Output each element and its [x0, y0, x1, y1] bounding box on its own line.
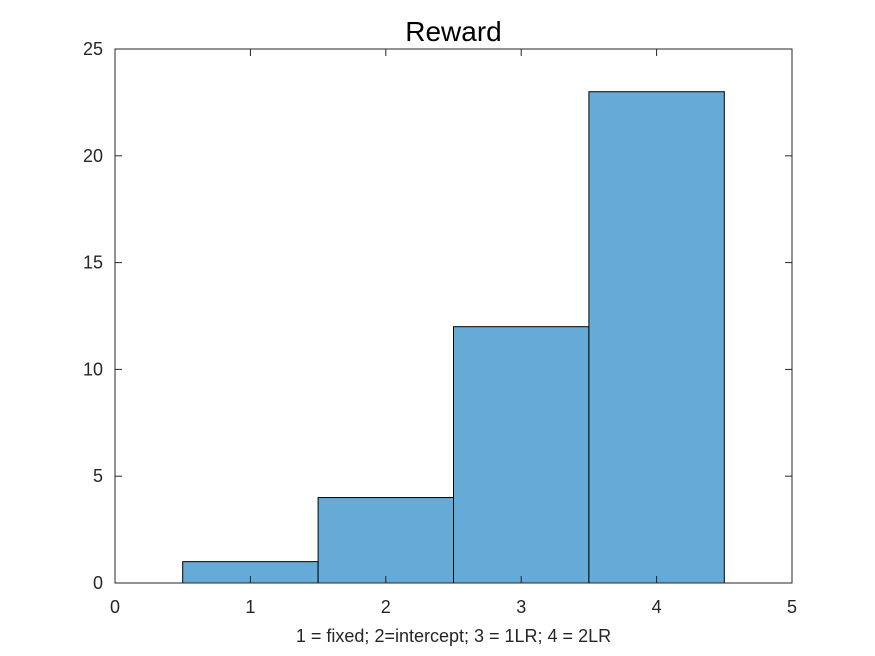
x-tick-label-1: 1 [245, 597, 255, 617]
x-tick-label-3: 3 [516, 597, 526, 617]
chart-title: Reward [405, 16, 501, 47]
y-tick-label-0: 0 [93, 573, 103, 593]
x-axis-ticks: 0 1 2 3 4 5 [110, 49, 797, 617]
y-tick-label-15: 15 [83, 253, 103, 273]
x-tick-label-2: 2 [381, 597, 391, 617]
y-tick-label-25: 25 [83, 39, 103, 59]
bar-3 [453, 326, 590, 584]
x-tick-label-0: 0 [110, 597, 120, 617]
bar-2 [317, 497, 454, 584]
y-axis-ticks: 0 5 10 15 20 25 [83, 39, 792, 593]
y-tick-label-5: 5 [93, 466, 103, 486]
axes-box [114, 48, 793, 584]
y-tick-label-10: 10 [83, 359, 103, 379]
bar-4 [588, 91, 725, 584]
x-tick-label-4: 4 [652, 597, 662, 617]
bars-group [182, 91, 725, 584]
x-axis-label: 1 = fixed; 2=intercept; 3 = 1LR; 4 = 2LR [296, 626, 611, 646]
y-tick-label-20: 20 [83, 146, 103, 166]
x-tick-label-5: 5 [787, 597, 797, 617]
